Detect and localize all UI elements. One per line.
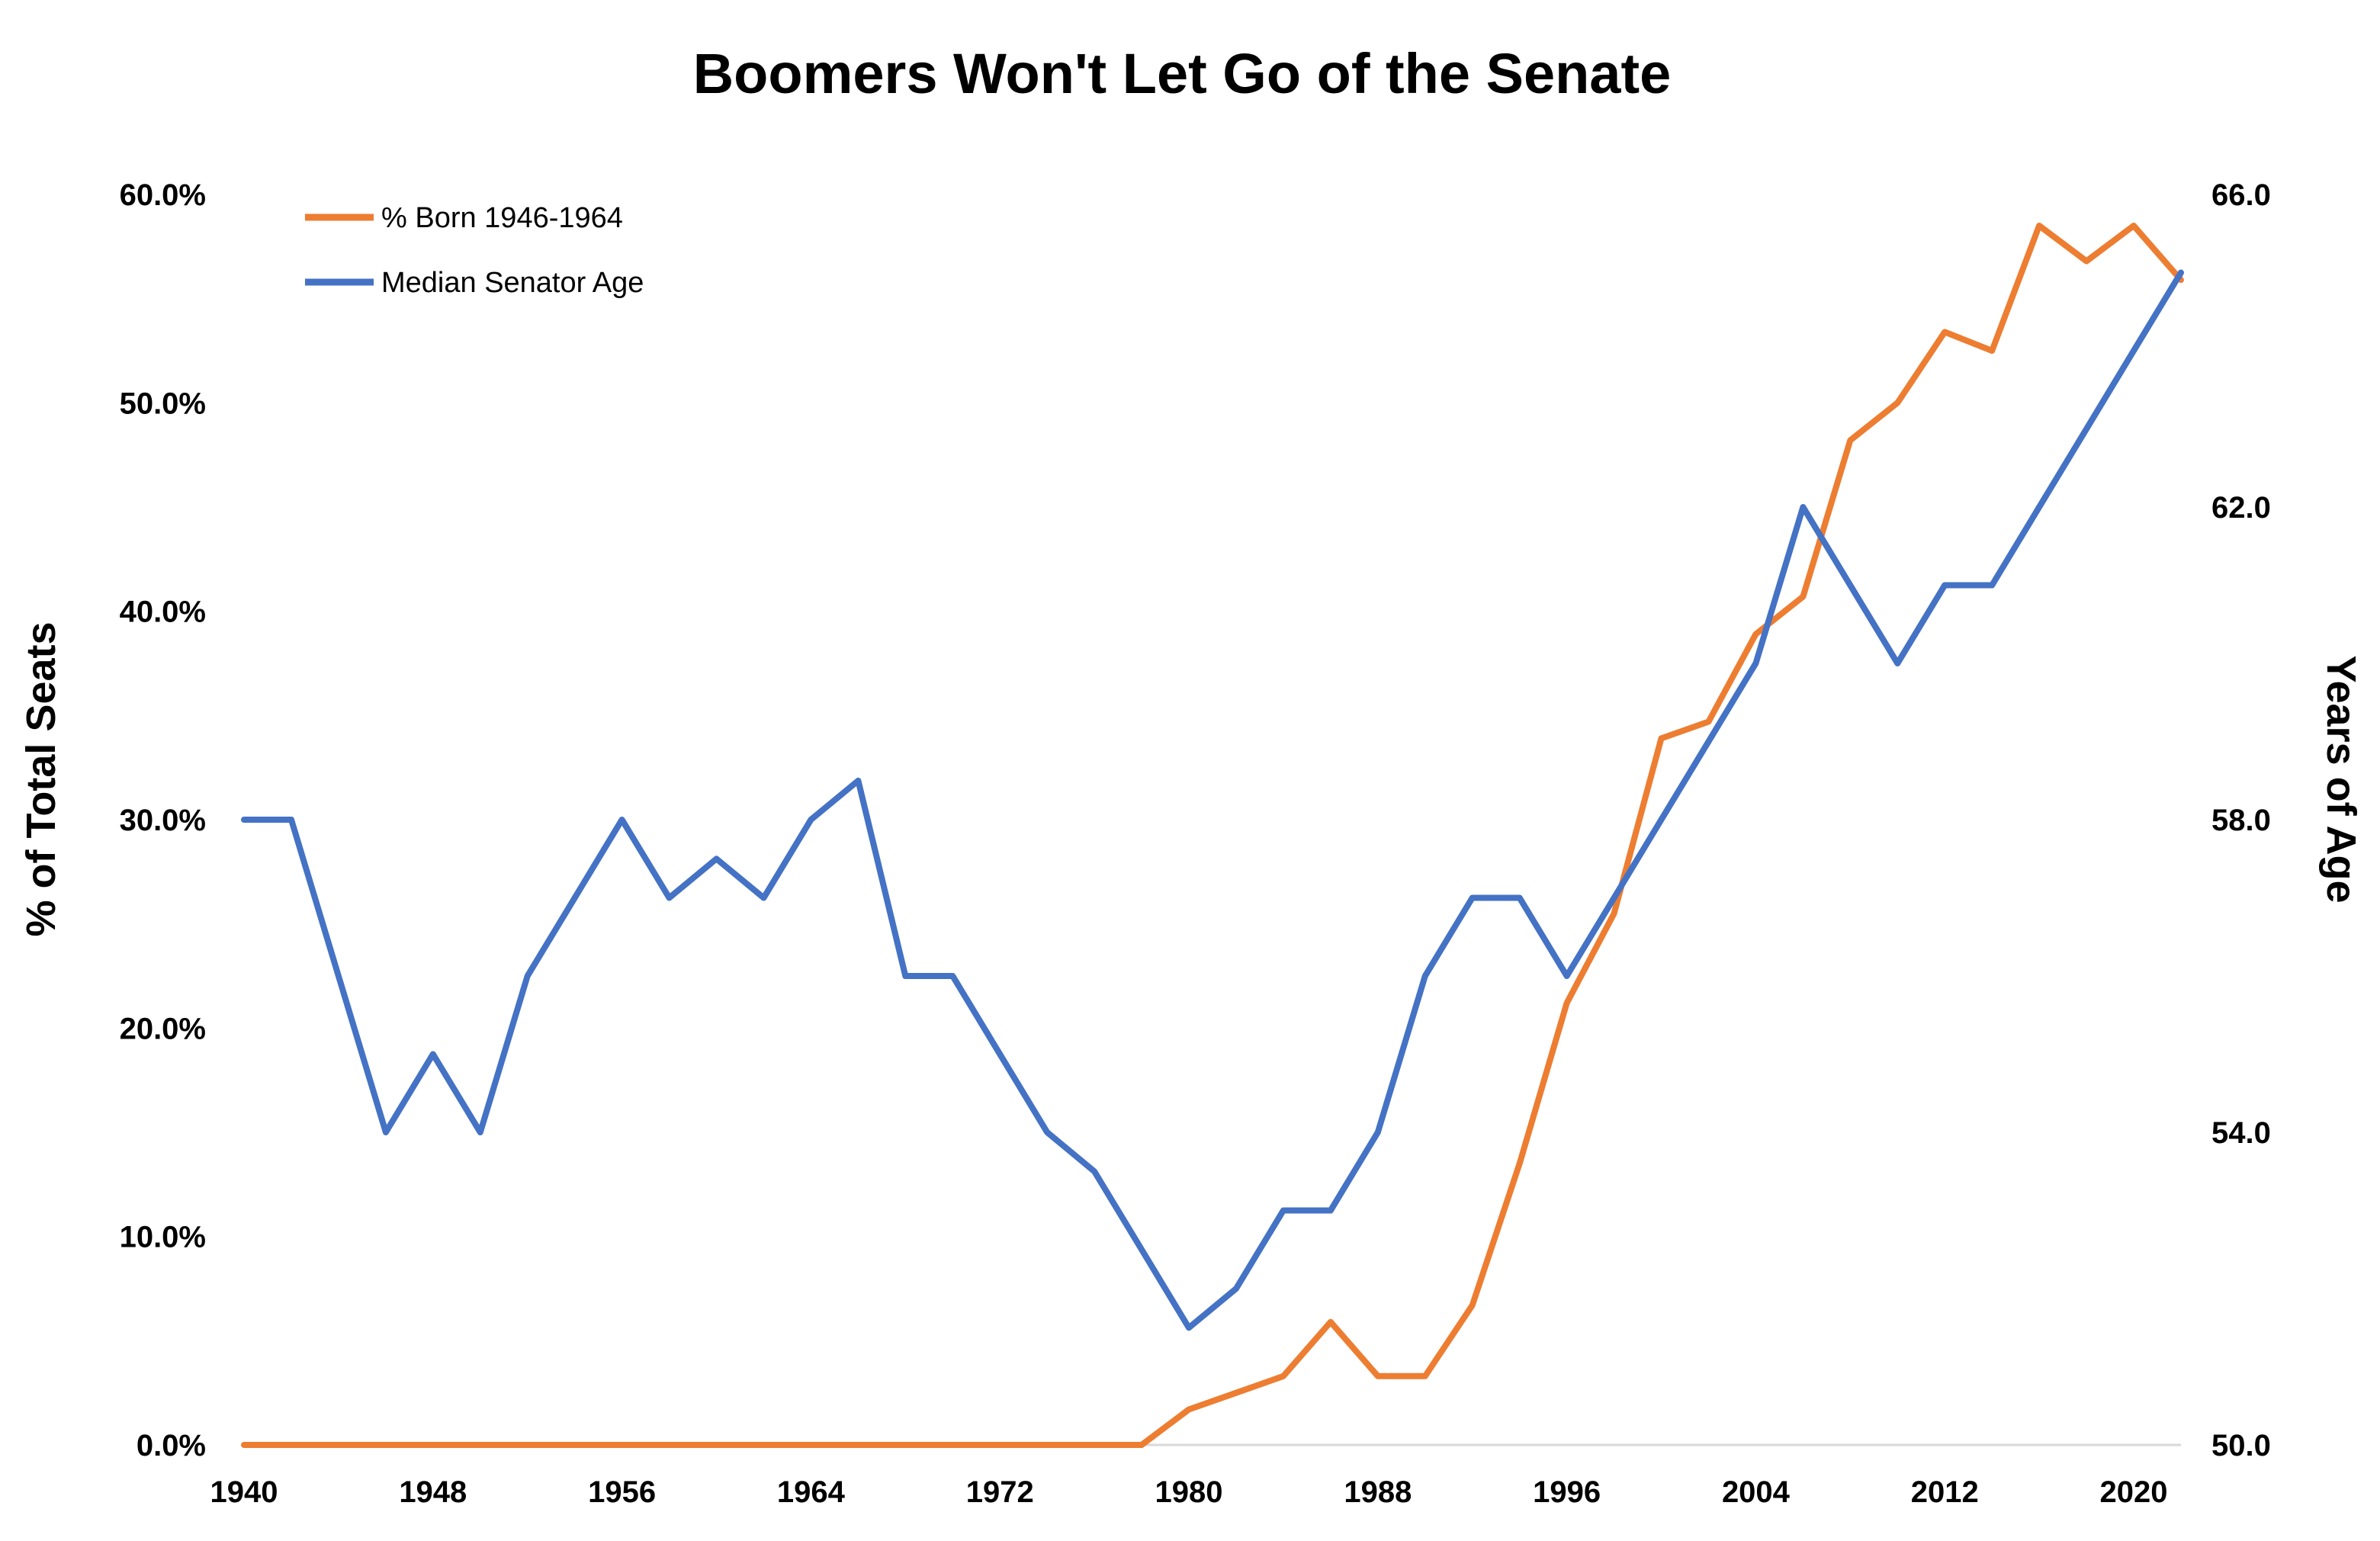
x-tick-label: 2012 <box>1911 1475 1979 1509</box>
y-tick-label-right: 66.0 <box>2211 178 2271 212</box>
x-tick-label: 2020 <box>2100 1475 2168 1509</box>
x-tick-label: 1980 <box>1155 1475 1223 1509</box>
x-tick-label: 1948 <box>399 1475 467 1509</box>
y-tick-label-left: 50.0% <box>120 387 206 420</box>
x-tick-label: 1956 <box>588 1475 656 1509</box>
y-axis-left-ticks: 0.0% 10.0% 20.0% 30.0% 40.0% 50.0% 60.0% <box>120 178 206 1462</box>
x-tick-label: 1972 <box>966 1475 1034 1509</box>
y-axis-left-title: % of Total Seats <box>18 621 64 936</box>
y-tick-label-left: 60.0% <box>120 178 206 212</box>
y-tick-label-right: 54.0 <box>2211 1116 2271 1150</box>
x-tick-label: 1988 <box>1344 1475 1412 1509</box>
y-tick-label-left: 40.0% <box>120 596 206 629</box>
y-axis-right-ticks: 50.0 54.0 58.0 62.0 66.0 <box>2211 178 2271 1462</box>
y-axis-right-title: Years of Age <box>2318 655 2364 903</box>
series-line-born-1946-1964 <box>241 223 2184 1448</box>
x-tick-label: 2004 <box>1722 1475 1791 1509</box>
y-tick-label-left: 20.0% <box>120 1012 206 1045</box>
legend: % Born 1946-1964 Median Senator Age <box>305 202 644 299</box>
y-tick-label-left: 30.0% <box>120 804 206 837</box>
y-tick-label-right: 62.0 <box>2211 491 2271 525</box>
y-tick-label-right: 50.0 <box>2211 1429 2271 1462</box>
series-line-median-senator-age <box>241 269 2184 1331</box>
legend-label-median-age: Median Senator Age <box>381 267 644 299</box>
y-tick-label-left: 10.0% <box>120 1221 206 1254</box>
x-axis-ticks: 1940 1948 1956 1964 1972 1980 1988 1996 2004 2012… <box>210 1475 2168 1509</box>
legend-label-born: % Born 1946-1964 <box>381 202 623 234</box>
x-tick-label: 1964 <box>777 1475 846 1509</box>
y-tick-label-left: 0.0% <box>137 1429 206 1462</box>
y-tick-label-right: 58.0 <box>2211 804 2271 837</box>
x-tick-label: 1996 <box>1533 1475 1601 1509</box>
series-layer <box>241 223 2184 1448</box>
chart-title: Boomers Won't Let Go of the Senate <box>693 42 1672 105</box>
x-tick-label: 1940 <box>210 1475 278 1509</box>
